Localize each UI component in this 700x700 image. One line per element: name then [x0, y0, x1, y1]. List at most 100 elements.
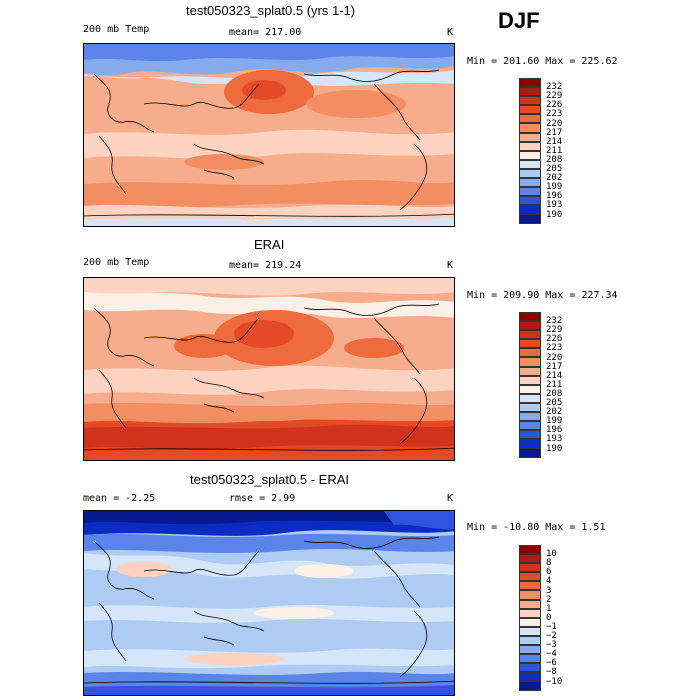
colorbar-tick-label: 202 — [546, 407, 563, 418]
colorbar-tick-label: 226 — [546, 334, 563, 345]
colorbar-tick-label: 211 — [546, 379, 563, 390]
colorbar-tick-label: −2 — [546, 631, 557, 641]
colorbar-swatch — [519, 159, 541, 169]
colorbar-swatch — [519, 608, 541, 618]
colorbar-swatch — [519, 554, 541, 564]
colorbar-swatch — [519, 150, 541, 160]
colorbar-tick-label: 217 — [546, 361, 563, 372]
panel1-map — [83, 43, 455, 227]
colorbar-tick-label: 0 — [546, 612, 552, 623]
colorbar-swatch — [519, 448, 541, 458]
panel2-colorbar — [519, 312, 541, 458]
colorbar-swatch — [519, 663, 541, 673]
colorbar-swatch — [519, 330, 541, 340]
panel3-colorbar — [519, 545, 541, 691]
colorbar-tick-label: 214 — [546, 136, 563, 147]
colorbar-tick-label: 220 — [546, 118, 563, 129]
panel1-field-label: 200 mb Temp — [83, 24, 150, 35]
panel1-colorbar — [519, 78, 541, 224]
colorbar-tick-label: −1 — [546, 621, 557, 632]
colorbar-swatch — [519, 654, 541, 664]
panel3-rmse-label: rmse = 2.99 — [229, 493, 296, 504]
season-label: DJF — [498, 8, 540, 33]
panel1-unit-label: K — [447, 27, 454, 38]
colorbar-swatch — [519, 366, 541, 376]
panel3-title: test050323_splat0.5 - ERAI — [190, 472, 349, 487]
colorbar-tick-label: 202 — [546, 173, 563, 184]
colorbar-swatch — [519, 214, 541, 224]
colorbar-tick-label: 8 — [546, 558, 552, 569]
colorbar-tick-label: 193 — [546, 434, 563, 445]
colorbar-tick-label: 226 — [546, 100, 563, 111]
colorbar-swatch — [519, 599, 541, 609]
panel1-title: test050323_splat0.5 (yrs 1-1) — [186, 3, 356, 18]
panel1-minmax-label: Min = 201.60 Max = 225.62 — [467, 56, 618, 67]
colorbar-swatch — [519, 430, 541, 440]
colorbar-swatch — [519, 357, 541, 367]
colorbar-swatch — [519, 402, 541, 413]
colorbar-tick-label: 199 — [546, 182, 563, 193]
colorbar-swatch — [519, 168, 541, 179]
colorbar-tick-label: −10 — [546, 676, 563, 687]
colorbar-swatch — [519, 681, 541, 691]
colorbar-tick-label: 208 — [546, 388, 563, 399]
panel2-unit-label: K — [447, 260, 454, 271]
colorbar-tick-label: 6 — [546, 567, 552, 578]
colorbar-swatch — [519, 635, 541, 646]
colorbar-tick-label: 196 — [546, 425, 563, 436]
panel3-mean-label: mean = -2.25 — [83, 493, 156, 504]
colorbar-tick-label: 223 — [546, 109, 563, 120]
colorbar-swatch — [519, 672, 541, 682]
colorbar-tick-label: 229 — [546, 325, 563, 336]
colorbar-swatch — [519, 348, 541, 358]
panel2-field-label: 200 mb Temp — [83, 257, 150, 268]
colorbar-swatch — [519, 393, 541, 403]
panel2-title: ERAI — [254, 237, 285, 252]
colorbar-tick-label: 2 — [546, 594, 552, 605]
colorbar-swatch — [519, 339, 541, 349]
colorbar-swatch — [519, 87, 541, 97]
colorbar-swatch — [519, 581, 541, 591]
colorbar-tick-label: 208 — [546, 154, 563, 165]
colorbar-tick-label: 193 — [546, 200, 563, 211]
colorbar-tick-label: 3 — [546, 585, 552, 596]
colorbar-tick-label: 217 — [546, 127, 563, 138]
colorbar-tick-label: 232 — [546, 316, 563, 327]
colorbar-tick-label: −4 — [546, 649, 557, 660]
panel2-mean-label: mean= 219.24 — [229, 260, 302, 271]
colorbar-swatch — [519, 187, 541, 197]
colorbar-swatch — [519, 141, 541, 151]
panel3-map — [83, 510, 455, 696]
colorbar-swatch — [519, 114, 541, 124]
colorbar-swatch — [519, 78, 541, 88]
colorbar-swatch — [519, 563, 541, 573]
panel1-mean-label: mean= 217.00 — [229, 27, 302, 38]
colorbar-tick-label: 4 — [546, 576, 552, 587]
colorbar-swatch — [519, 626, 541, 636]
colorbar-swatch — [519, 645, 541, 655]
colorbar-swatch — [519, 96, 541, 106]
colorbar-swatch — [519, 545, 541, 555]
colorbar-swatch — [519, 590, 541, 600]
colorbar-tick-label: −6 — [546, 658, 557, 669]
colorbar-swatch — [519, 572, 541, 582]
colorbar-swatch — [519, 321, 541, 331]
colorbar-swatch — [519, 205, 541, 215]
colorbar-tick-label: 229 — [546, 91, 563, 102]
colorbar-tick-label: 1 — [546, 603, 552, 614]
colorbar-tick-label: 190 — [546, 443, 563, 454]
colorbar-swatch — [519, 196, 541, 206]
colorbar-tick-label: 10 — [546, 549, 557, 560]
panel2-map — [83, 277, 455, 461]
colorbar-tick-label: 214 — [546, 370, 563, 381]
colorbar-swatch — [519, 123, 541, 133]
panel3-minmax-label: Min = -10.80 Max = 1.51 — [467, 522, 606, 533]
colorbar-tick-label: 205 — [546, 164, 563, 174]
colorbar-tick-label: 211 — [546, 145, 563, 156]
colorbar-tick-label: 220 — [546, 352, 563, 363]
colorbar-tick-label: 190 — [546, 209, 563, 220]
colorbar-swatch — [519, 439, 541, 449]
colorbar-swatch — [519, 421, 541, 431]
colorbar-tick-label: −3 — [546, 640, 557, 651]
colorbar-tick-label: 199 — [546, 416, 563, 427]
